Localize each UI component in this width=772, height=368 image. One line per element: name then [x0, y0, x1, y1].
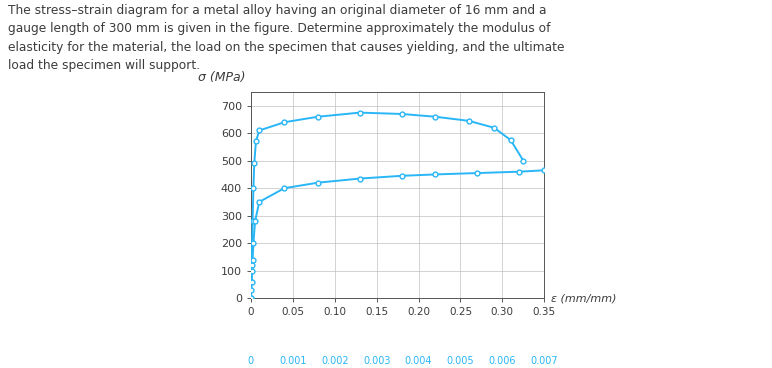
Text: 0.006: 0.006	[489, 356, 516, 366]
Text: ε (mm/mm): ε (mm/mm)	[551, 293, 617, 303]
Text: 0.003: 0.003	[363, 356, 391, 366]
Text: 0.002: 0.002	[321, 356, 348, 366]
Text: 0.001: 0.001	[279, 356, 306, 366]
Text: The stress–strain diagram for a metal alloy having an original diameter of 16 mm: The stress–strain diagram for a metal al…	[8, 4, 564, 72]
Text: σ (MPa): σ (MPa)	[198, 71, 245, 84]
Text: 0.007: 0.007	[530, 356, 558, 366]
Text: 0.005: 0.005	[447, 356, 474, 366]
Text: 0.004: 0.004	[405, 356, 432, 366]
Text: 0: 0	[248, 356, 254, 366]
